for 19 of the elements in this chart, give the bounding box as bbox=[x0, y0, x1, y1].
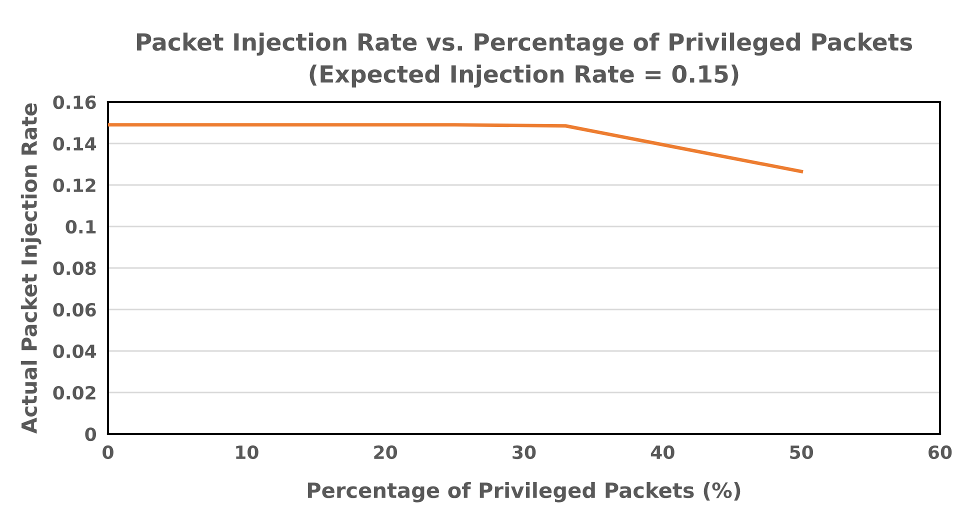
y-tick-label: 0.1 bbox=[66, 220, 96, 234]
y-tick-label: 0.04 bbox=[53, 344, 96, 358]
y-tick-label: 0.12 bbox=[53, 178, 96, 192]
x-tick-label: 0 bbox=[102, 445, 114, 460]
chart-title: Packet Injection Rate vs. Percentage of Privileged Packets (Expected Injection Rate = 0.15) bbox=[136, 32, 912, 88]
x-tick-label: 60 bbox=[928, 445, 952, 460]
x-tick-label: 50 bbox=[790, 445, 814, 460]
y-tick-label: 0.02 bbox=[53, 386, 96, 400]
x-tick-label: 30 bbox=[512, 445, 536, 460]
x-tick-label: 40 bbox=[650, 445, 674, 460]
x-tick-label: 10 bbox=[236, 445, 258, 460]
y-axis-title: Actual Packet Injection Rate bbox=[20, 103, 42, 434]
y-tick-label: 0.08 bbox=[53, 261, 96, 276]
y-tick-label: 0 bbox=[85, 427, 96, 442]
x-axis-title: Percentage of Privileged Packets (%) bbox=[308, 482, 740, 502]
y-tick-label: 0.14 bbox=[53, 136, 96, 151]
y-tick-label: 0.16 bbox=[53, 95, 96, 110]
x-tick-label: 20 bbox=[374, 445, 398, 460]
y-tick-label: 0.06 bbox=[53, 302, 96, 317]
